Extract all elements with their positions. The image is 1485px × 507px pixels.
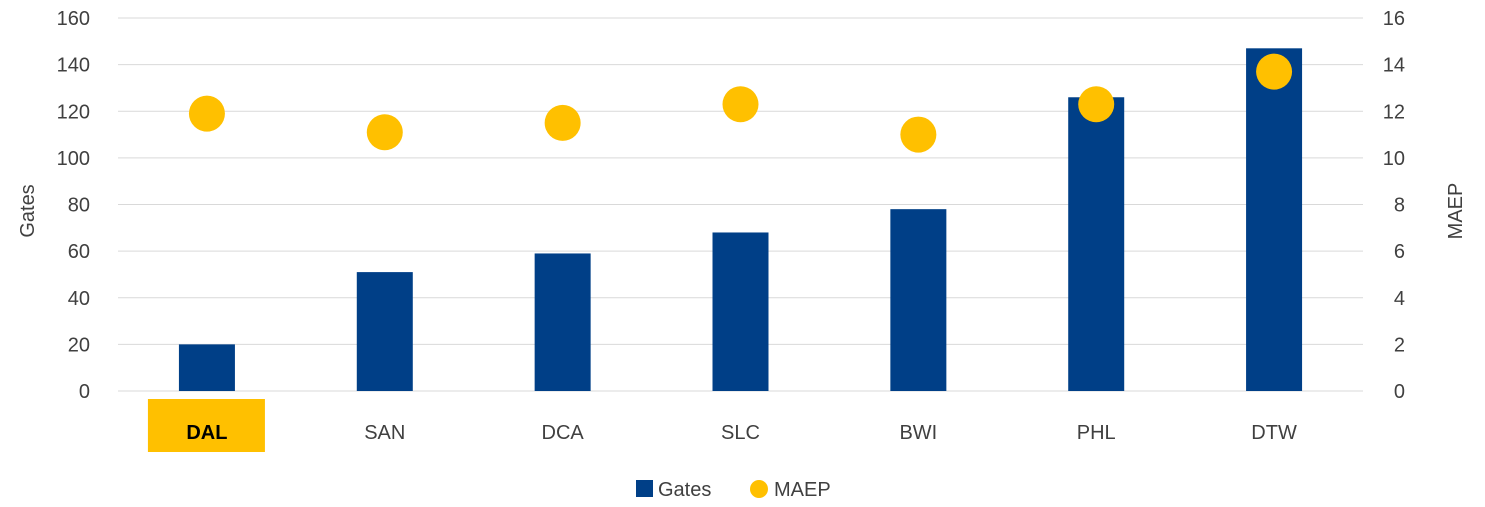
bar-bwi xyxy=(890,209,947,391)
x-tick-label: DAL xyxy=(186,422,227,444)
legend-maep-label: MAEP xyxy=(774,479,831,501)
bar-phl xyxy=(1068,97,1125,391)
y2-tick-label: 0 xyxy=(1394,381,1405,403)
y2-tick-label: 14 xyxy=(1383,55,1405,77)
y2-tick-label: 16 xyxy=(1383,8,1405,30)
point-dal xyxy=(188,95,225,132)
y2-tick-label: 6 xyxy=(1394,241,1405,263)
y-tick-label: 100 xyxy=(57,148,90,170)
bar-dca xyxy=(534,253,591,391)
x-tick-label: SAN xyxy=(364,422,405,444)
point-dtw xyxy=(1256,53,1293,90)
point-phl xyxy=(1078,86,1115,123)
y2-tick-label: 4 xyxy=(1394,288,1405,310)
legend: Gates MAEP xyxy=(636,479,831,501)
y-axis-label: Gates xyxy=(17,184,39,237)
y2-tick-label: 8 xyxy=(1394,195,1405,217)
y-tick-label: 160 xyxy=(57,8,90,30)
right-axis-ticks: 0 2 4 6 8 10 12 14 16 xyxy=(1383,8,1405,403)
y-tick-label: 120 xyxy=(57,101,90,123)
bar-san xyxy=(356,272,413,391)
x-tick-label: DCA xyxy=(542,422,585,444)
highlight-box xyxy=(147,399,265,452)
point-san xyxy=(366,114,403,151)
gridlines xyxy=(118,17,1363,392)
left-axis-ticks: 0 20 40 60 80 100 120 140 160 xyxy=(57,8,90,403)
x-axis-ticks: DAL SAN DCA SLC BWI PHL DTW xyxy=(147,399,1297,452)
point-dca xyxy=(544,104,581,141)
y2-tick-label: 10 xyxy=(1383,148,1405,170)
bar-dal xyxy=(178,344,235,391)
x-tick-label: SLC xyxy=(721,422,760,444)
point-bwi xyxy=(900,116,937,153)
legend-gates-swatch xyxy=(636,480,653,497)
y-tick-label: 0 xyxy=(79,381,90,403)
x-tick-label: BWI xyxy=(899,422,937,444)
y2-tick-label: 12 xyxy=(1383,101,1405,123)
y-tick-label: 20 xyxy=(68,334,90,356)
maep-points xyxy=(188,53,1293,153)
legend-gates-label: Gates xyxy=(658,479,711,501)
y-tick-label: 80 xyxy=(68,195,90,217)
bar-dtw xyxy=(1246,48,1303,392)
y2-axis-label: MAEP xyxy=(1445,183,1467,240)
x-tick-label: DTW xyxy=(1251,422,1297,444)
bar-slc xyxy=(712,232,769,391)
x-tick-label: PHL xyxy=(1077,422,1116,444)
y-tick-label: 40 xyxy=(68,288,90,310)
gates-bars xyxy=(178,48,1303,392)
y2-tick-label: 2 xyxy=(1394,334,1405,356)
y-tick-label: 60 xyxy=(68,241,90,263)
y-tick-label: 140 xyxy=(57,55,90,77)
point-slc xyxy=(722,86,759,123)
legend-maep-swatch xyxy=(750,480,768,498)
